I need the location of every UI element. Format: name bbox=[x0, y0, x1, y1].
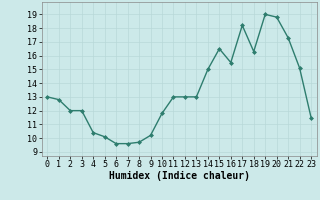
X-axis label: Humidex (Indice chaleur): Humidex (Indice chaleur) bbox=[109, 171, 250, 181]
